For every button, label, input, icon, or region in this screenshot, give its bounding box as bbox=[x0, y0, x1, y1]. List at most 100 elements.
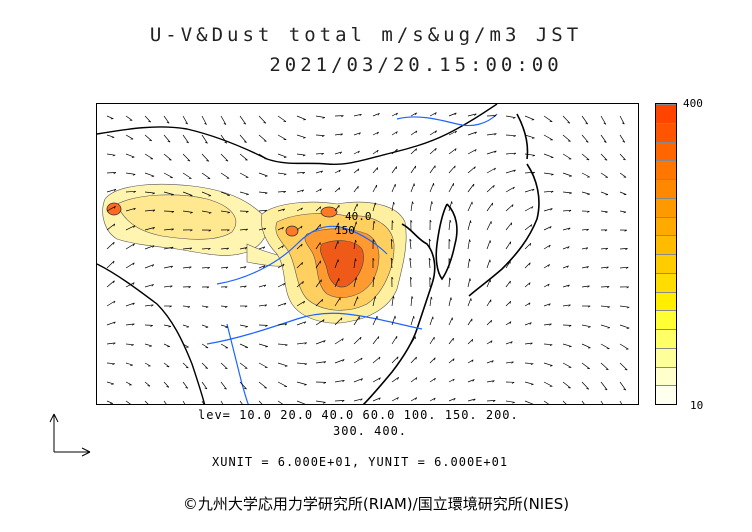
wind-arrow-head bbox=[113, 280, 115, 284]
wind-arrow-head bbox=[284, 323, 288, 326]
wind-arrow-head bbox=[283, 191, 286, 193]
wind-arrow-head bbox=[585, 122, 588, 125]
wind-arrow bbox=[524, 400, 534, 404]
wind-arrow-head bbox=[133, 225, 136, 228]
wind-arrow bbox=[353, 316, 360, 326]
wind-arrow bbox=[467, 379, 475, 383]
wind-arrow-head bbox=[133, 207, 136, 211]
wind-arrow-head bbox=[113, 260, 115, 264]
wind-arrow-head bbox=[626, 306, 630, 309]
wind-arrow-head bbox=[530, 342, 533, 345]
wind-arrow-head bbox=[170, 285, 173, 288]
wind-arrow bbox=[334, 222, 339, 231]
wind-arrow-head bbox=[415, 397, 418, 400]
wind-arrow-head bbox=[373, 276, 376, 280]
color-scale-segment bbox=[656, 160, 676, 179]
wind-arrow-head bbox=[434, 377, 436, 381]
wind-arrow-head bbox=[586, 159, 590, 161]
dust-map: 40.0 150 bbox=[96, 103, 639, 405]
wind-arrow-head bbox=[113, 223, 116, 227]
wind-arrow bbox=[296, 381, 307, 385]
wind-arrow bbox=[125, 207, 136, 212]
wind-arrow-head bbox=[529, 243, 532, 246]
wind-arrow-head bbox=[492, 400, 496, 403]
wind-arrow bbox=[562, 246, 570, 250]
dust-plume-west-inner bbox=[116, 194, 237, 240]
wind-arrow bbox=[619, 210, 627, 213]
wind-arrow bbox=[106, 362, 115, 365]
wind-arrow-head bbox=[452, 358, 455, 362]
wind-arrow bbox=[296, 207, 303, 212]
wind-arrow bbox=[467, 220, 471, 231]
wind-arrow-head bbox=[566, 265, 569, 268]
wind-arrow bbox=[163, 191, 174, 195]
wind-arrow-head bbox=[374, 296, 377, 299]
wind-arrow bbox=[182, 172, 192, 179]
wind-arrow bbox=[524, 206, 534, 212]
wind-arrow-head bbox=[357, 150, 360, 154]
wind-arrow bbox=[353, 239, 356, 250]
wind-arrow bbox=[600, 381, 608, 391]
contour-label-150: 150 bbox=[335, 224, 355, 237]
wind-arrow-head bbox=[372, 258, 375, 261]
wind-arrow bbox=[334, 359, 345, 364]
wind-arrow-head bbox=[323, 340, 326, 343]
wind-arrow-head bbox=[568, 304, 571, 307]
wind-arrow bbox=[429, 377, 436, 383]
wind-arrow-head bbox=[132, 262, 135, 266]
wind-arrow bbox=[201, 381, 208, 390]
wind-arrow bbox=[239, 362, 248, 369]
wind-arrow-head bbox=[171, 194, 174, 196]
wind-arrow-head bbox=[395, 112, 398, 116]
wind-arrow bbox=[125, 262, 135, 269]
wind-arrow-head bbox=[606, 266, 609, 269]
wind-arrow bbox=[562, 209, 572, 212]
wind-arrow-head bbox=[131, 344, 134, 347]
wind-arrow-head bbox=[246, 193, 249, 196]
wind-arrow bbox=[125, 282, 135, 288]
wind-arrow bbox=[600, 362, 609, 370]
wind-arrow-head bbox=[225, 266, 229, 269]
wind-arrow bbox=[429, 316, 434, 326]
wind-arrow bbox=[600, 191, 609, 195]
wind-arrow-head bbox=[511, 204, 514, 208]
wind-arrow-head bbox=[493, 185, 495, 188]
wind-arrow-head bbox=[390, 239, 393, 242]
wind-arrow bbox=[201, 247, 211, 250]
wind-arrow-head bbox=[245, 326, 248, 328]
wind-arrow bbox=[296, 153, 306, 156]
wind-arrow bbox=[562, 304, 571, 307]
wind-arrow bbox=[106, 342, 116, 345]
wind-arrow-head bbox=[532, 171, 535, 174]
wind-arrow-head bbox=[415, 130, 418, 134]
wind-arrow bbox=[391, 377, 399, 383]
color-scale-bar bbox=[655, 103, 677, 405]
wind-arrow-head bbox=[529, 262, 531, 266]
wind-arrow bbox=[428, 238, 431, 250]
wind-arrow bbox=[524, 322, 532, 326]
wind-arrow bbox=[277, 153, 287, 158]
wind-arrow-head bbox=[604, 159, 608, 161]
wind-arrow bbox=[220, 191, 230, 196]
wind-arrow bbox=[581, 343, 591, 349]
wind-arrow bbox=[543, 208, 553, 212]
wind-arrow bbox=[182, 305, 191, 308]
wind-arrow-head bbox=[166, 121, 170, 124]
wind-arrow-head bbox=[170, 265, 173, 268]
wind-arrow bbox=[163, 400, 167, 404]
wind-arrow bbox=[467, 258, 470, 269]
wind-arrow bbox=[144, 362, 151, 367]
wind-arrow bbox=[144, 115, 151, 123]
wind-arrow-head bbox=[338, 187, 341, 191]
wind-arrow-head bbox=[319, 188, 322, 192]
wind-arrow-head bbox=[454, 148, 457, 151]
wind-arrow bbox=[619, 305, 630, 308]
wind-arrow bbox=[277, 302, 287, 307]
wind-arrow-head bbox=[473, 398, 476, 402]
wind-arrow bbox=[486, 259, 491, 269]
wind-arrow bbox=[125, 190, 136, 193]
wind-arrow-head bbox=[168, 326, 171, 328]
wind-arrow bbox=[429, 397, 436, 402]
wind-arrow bbox=[467, 131, 477, 136]
wind-arrow bbox=[258, 400, 263, 404]
